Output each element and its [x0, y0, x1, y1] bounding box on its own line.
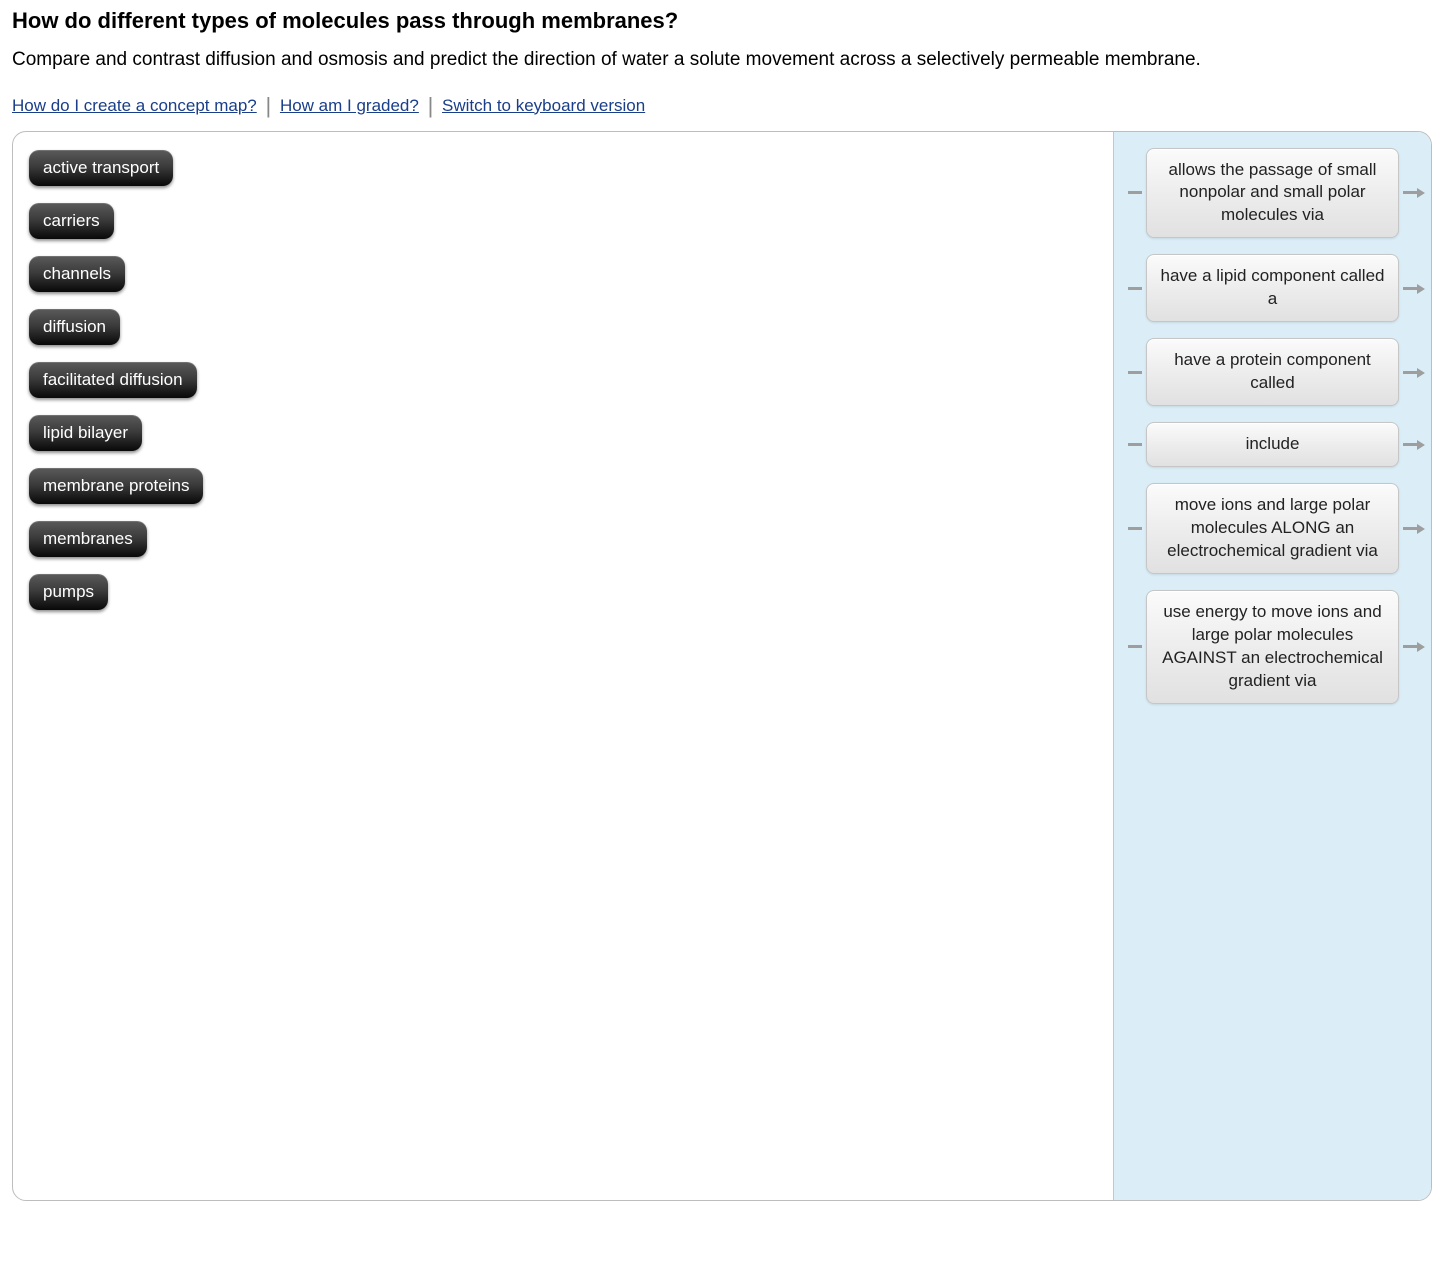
connector-right-arrow-icon[interactable]	[1403, 443, 1417, 446]
relation-row: move ions and large polar molecules ALON…	[1128, 483, 1417, 574]
term-chip[interactable]: pumps	[29, 574, 108, 610]
separator-icon: |	[428, 93, 434, 119]
term-chip[interactable]: lipid bilayer	[29, 415, 142, 451]
connector-left-icon[interactable]	[1128, 191, 1142, 194]
connector-left-icon[interactable]	[1128, 645, 1142, 648]
canvas-area[interactable]: active transport carriers channels diffu…	[13, 132, 1113, 1200]
connector-right-arrow-icon[interactable]	[1403, 645, 1417, 648]
connector-left-icon[interactable]	[1128, 443, 1142, 446]
relation-panel: allows the passage of small nonpolar and…	[1113, 132, 1431, 1200]
help-link-concept-map[interactable]: How do I create a concept map?	[12, 96, 257, 115]
relation-card[interactable]: have a lipid component called a	[1146, 254, 1399, 322]
help-link-graded[interactable]: How am I graded?	[280, 96, 419, 115]
page-title: How do different types of molecules pass…	[12, 8, 1432, 34]
term-chip-list: active transport carriers channels diffu…	[29, 150, 1097, 627]
relation-row: use energy to move ions and large polar …	[1128, 590, 1417, 704]
connector-right-arrow-icon[interactable]	[1403, 371, 1417, 374]
term-chip[interactable]: carriers	[29, 203, 114, 239]
relation-row: include	[1128, 422, 1417, 467]
relation-card[interactable]: use energy to move ions and large polar …	[1146, 590, 1399, 704]
relation-card[interactable]: have a protein component called	[1146, 338, 1399, 406]
relation-row: have a lipid component called a	[1128, 254, 1417, 322]
relation-card[interactable]: allows the passage of small nonpolar and…	[1146, 148, 1399, 239]
relation-row: allows the passage of small nonpolar and…	[1128, 148, 1417, 239]
connector-right-arrow-icon[interactable]	[1403, 527, 1417, 530]
help-link-keyboard[interactable]: Switch to keyboard version	[442, 96, 645, 115]
connector-left-icon[interactable]	[1128, 371, 1142, 374]
separator-icon: |	[265, 93, 271, 119]
page-subtitle: Compare and contrast diffusion and osmos…	[12, 46, 1432, 75]
term-chip[interactable]: membranes	[29, 521, 147, 557]
connector-right-arrow-icon[interactable]	[1403, 287, 1417, 290]
connector-left-icon[interactable]	[1128, 287, 1142, 290]
term-chip[interactable]: active transport	[29, 150, 173, 186]
relation-row: have a protein component called	[1128, 338, 1417, 406]
term-chip[interactable]: membrane proteins	[29, 468, 203, 504]
relation-card[interactable]: move ions and large polar molecules ALON…	[1146, 483, 1399, 574]
concept-map-workspace: active transport carriers channels diffu…	[12, 131, 1432, 1201]
help-links-bar: How do I create a concept map? | How am …	[12, 93, 1432, 119]
term-chip[interactable]: channels	[29, 256, 125, 292]
relation-card[interactable]: include	[1146, 422, 1399, 467]
term-chip[interactable]: facilitated diffusion	[29, 362, 197, 398]
connector-left-icon[interactable]	[1128, 527, 1142, 530]
term-chip[interactable]: diffusion	[29, 309, 120, 345]
connector-right-arrow-icon[interactable]	[1403, 191, 1417, 194]
